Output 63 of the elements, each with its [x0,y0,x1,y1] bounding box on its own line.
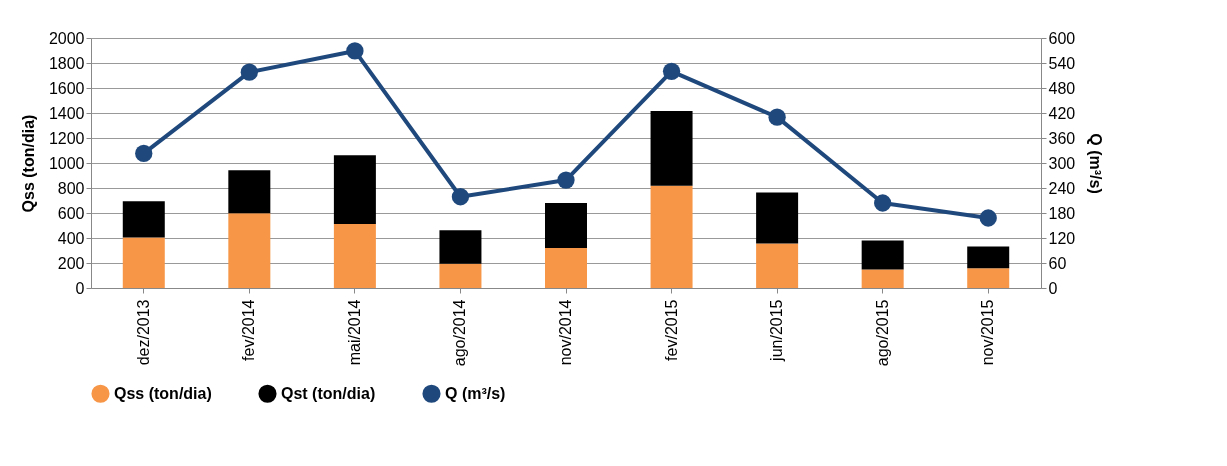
y2-tick-label: 480 [1048,79,1076,97]
y-tick-label: 1600 [48,79,85,97]
y-tick-label: 600 [57,204,85,222]
bar [650,185,693,288]
bar [756,192,799,244]
y2-tick-label: 60 [1048,254,1067,272]
bar [545,247,587,288]
bar [228,170,271,214]
y-tick-label: 1200 [48,129,85,147]
bar [122,201,165,238]
y2-tick-label: 120 [1048,229,1076,247]
y2-tick-label: 540 [1048,54,1076,72]
x-tick-label: ago/2015 [873,299,891,367]
legend-label: Qst (ton/dia) [281,384,376,402]
y2-tick-label: 180 [1048,204,1076,222]
point [662,62,681,80]
point [874,194,892,212]
bar [967,246,1010,269]
y2-tick-label: 300 [1048,154,1076,172]
point [768,108,786,126]
bar [967,268,1010,288]
x-tick-label: jun/2015 [768,299,786,362]
y-tick-label: 0 [75,279,85,297]
bar [861,240,904,270]
point [451,188,470,206]
legend-label: Qss (ton/dia) [114,384,212,402]
bar [861,269,904,288]
point [346,42,364,60]
legend-label: Q (m³/s) [445,384,506,402]
bar [122,237,165,288]
x-tick-label: fev/2015 [662,299,680,361]
x-tick-label: nov/2014 [557,299,574,366]
y-tick-label: 400 [57,229,85,247]
y2-tick-label: 600 [1048,29,1076,47]
y-tick-label: 1400 [48,104,85,122]
y2-tick-label: 420 [1048,104,1076,122]
y-tick-label: 200 [57,254,85,272]
y2-tick-label: 0 [1048,279,1058,297]
x-tick-label: ago/2014 [451,299,469,367]
bar [756,243,799,288]
y2-axis-title: Q (m³/s) [1087,133,1105,194]
y2-tick-label: 240 [1048,179,1076,197]
bar [439,263,482,288]
y-tick-label: 1800 [48,54,85,72]
x-tick-label: dez/2013 [134,299,152,366]
x-tick-label: mai/2014 [345,299,363,366]
x-tick-label: fev/2014 [240,299,258,361]
y-tick-label: 1000 [48,154,85,172]
x-tick-label: nov/2015 [979,299,997,366]
bar [439,230,482,264]
bar [333,155,376,224]
point [979,209,997,227]
y-tick-label: 2000 [48,29,85,47]
y2-tick-label: 360 [1048,129,1076,147]
bar [228,213,271,288]
bar [333,223,376,288]
bar [545,203,587,248]
point [135,144,153,163]
point [557,171,575,189]
bar [650,110,693,186]
y-tick-label: 800 [57,179,85,197]
point [240,63,258,81]
y-axis-title: Qss (ton/dia) [19,114,37,213]
